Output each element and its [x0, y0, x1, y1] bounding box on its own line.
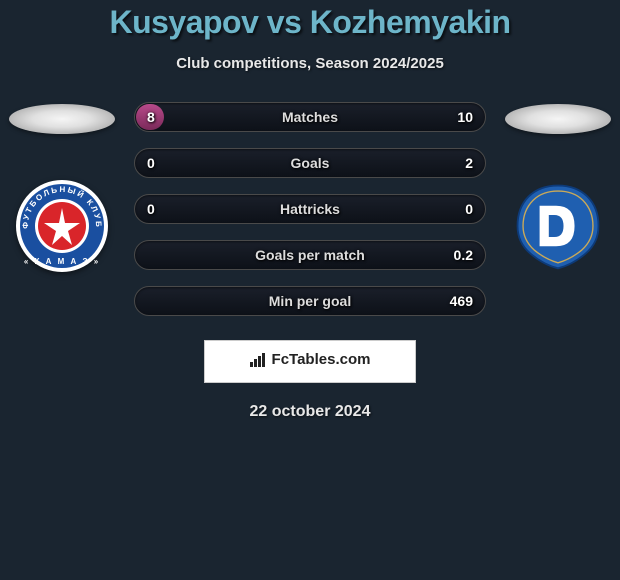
club-badge-left-icon: ФУТБОЛЬНЫЙ КЛУБ « К А М А З »: [16, 180, 108, 272]
right-side: [498, 102, 618, 272]
stat-label: Goals per match: [135, 241, 485, 269]
date-label: 22 october 2024: [0, 403, 620, 421]
stat-row: Goals per match 0.2: [134, 240, 486, 270]
stat-label: Min per goal: [135, 287, 485, 315]
club-badge-right-icon: [512, 176, 604, 276]
stat-right-value: 10: [457, 103, 473, 131]
player-left-avatar: [9, 104, 115, 134]
stat-row: 0 Goals 2: [134, 148, 486, 178]
stat-right-value: 0: [465, 195, 473, 223]
brand-label: FcTables.com: [250, 351, 371, 368]
subtitle: Club competitions, Season 2024/2025: [0, 55, 620, 72]
bar-chart-icon: [250, 353, 268, 367]
stat-row: 8 Matches 10: [134, 102, 486, 132]
stat-label: Goals: [135, 149, 485, 177]
dynamo-fc-logo: [512, 180, 604, 272]
brand-box[interactable]: FcTables.com: [204, 340, 416, 383]
stat-right-value: 469: [450, 287, 473, 315]
kamaz-fc-logo: ФУТБОЛЬНЫЙ КЛУБ « К А М А З »: [16, 180, 108, 272]
comparison-layout: ФУТБОЛЬНЫЙ КЛУБ « К А М А З » 8 Matches …: [0, 102, 620, 332]
left-side: ФУТБОЛЬНЫЙ КЛУБ « К А М А З »: [2, 102, 122, 272]
player-right-avatar: [505, 104, 611, 134]
stat-right-value: 0.2: [454, 241, 473, 269]
brand-text: FcTables.com: [272, 351, 371, 368]
stat-row: Min per goal 469: [134, 286, 486, 316]
svg-text:« К А М А З »: « К А М А З »: [24, 257, 100, 266]
page-title: Kusyapov vs Kozhemyakin: [0, 4, 620, 41]
stats-column: 8 Matches 10 0 Goals 2 0 Hattricks 0 Goa…: [122, 102, 498, 332]
stat-label: Matches: [135, 103, 485, 131]
stat-row: 0 Hattricks 0: [134, 194, 486, 224]
stat-right-value: 2: [465, 149, 473, 177]
stat-label: Hattricks: [135, 195, 485, 223]
